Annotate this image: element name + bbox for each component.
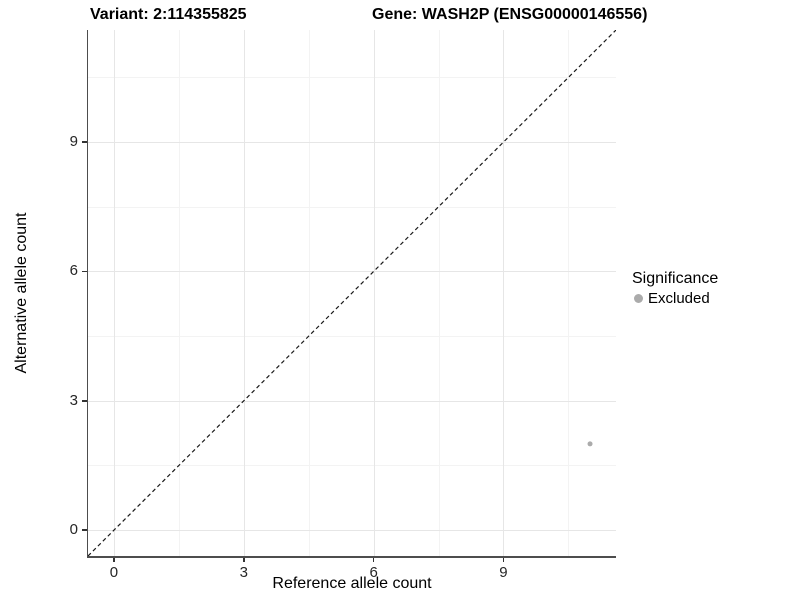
gridline-minor-vertical (568, 30, 570, 556)
gridline-minor-horizontal (88, 465, 616, 467)
legend-item: Excluded (630, 290, 718, 307)
y-axis-tick (82, 270, 87, 273)
y-tick-label: 9 (69, 133, 78, 151)
x-axis-tick (243, 557, 245, 562)
y-axis-title: Alternative allele count (13, 212, 30, 374)
plot-title-gene: Gene: WASH2P (ENSG00000146556) (372, 6, 648, 23)
y-tick-label: 6 (69, 262, 78, 280)
gridline-minor-horizontal (88, 206, 616, 208)
y-axis-tick (82, 529, 87, 531)
gridline-minor-vertical (308, 30, 310, 556)
y-tick-label: 3 (69, 391, 78, 409)
gridline-major-horizontal (88, 142, 616, 144)
y-tick-label: 0 (69, 521, 78, 539)
gridline-minor-horizontal (88, 336, 616, 338)
gridline-major-vertical (113, 30, 115, 556)
plot-layer (88, 30, 616, 556)
gridline-minor-vertical (178, 30, 180, 556)
legend-title: Significance (632, 270, 719, 287)
gridline-major-horizontal (88, 530, 616, 532)
gridline-minor-horizontal (88, 77, 616, 79)
x-tick-label: 0 (109, 564, 119, 581)
gridline-major-vertical (243, 30, 245, 556)
legend-item-label: Excluded (648, 290, 710, 307)
x-tick-label: 9 (499, 564, 508, 581)
x-axis-tick (502, 557, 505, 562)
legend-items: Excluded (630, 290, 718, 307)
gridline-major-horizontal (88, 271, 616, 273)
legend: Significance Excluded (630, 270, 718, 307)
data-point (587, 441, 593, 447)
x-axis-title: Reference allele count (272, 575, 432, 592)
gridline-minor-vertical (438, 30, 440, 556)
gridline-major-vertical (373, 30, 375, 556)
x-axis-tick (372, 557, 375, 562)
identity-dashed-line (88, 30, 616, 556)
plot-title-variant: Variant: 2:114355825 (90, 6, 247, 23)
plot-panel (88, 30, 616, 556)
legend-point-icon (634, 294, 643, 303)
x-tick-label: 3 (239, 564, 248, 581)
x-tick-label: 6 (369, 564, 378, 581)
x-axis-line (86, 556, 616, 558)
gridline-major-horizontal (88, 400, 616, 402)
gridline-major-vertical (503, 30, 505, 556)
x-axis-tick (113, 557, 115, 562)
y-axis-line (86, 30, 88, 558)
y-axis-tick (82, 141, 87, 143)
y-axis-tick (82, 400, 87, 402)
